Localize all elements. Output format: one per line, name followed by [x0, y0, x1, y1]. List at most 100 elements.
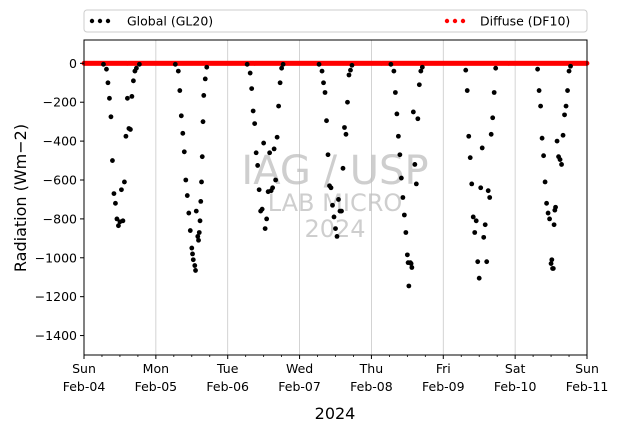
- global-point: [128, 127, 133, 132]
- global-point: [262, 226, 268, 232]
- global-point: [110, 158, 115, 163]
- y-tick-label: −200: [43, 95, 77, 110]
- global-point: [177, 88, 183, 93]
- global-point: [198, 198, 204, 204]
- global-point: [104, 66, 109, 72]
- global-point: [401, 212, 407, 218]
- global-point: [560, 132, 566, 138]
- global-point: [273, 177, 279, 183]
- global-point: [255, 163, 261, 168]
- global-point: [536, 88, 542, 93]
- global-point: [108, 114, 114, 120]
- x-tick-label-date: Feb-10: [494, 379, 537, 394]
- global-point: [199, 179, 204, 185]
- global-point: [473, 218, 479, 224]
- x-tick-label-date: Feb-07: [278, 379, 321, 394]
- x-tick-label-day: Tue: [216, 361, 239, 376]
- global-point: [322, 90, 328, 95]
- global-point: [119, 187, 124, 193]
- global-point: [557, 157, 563, 162]
- global-point: [482, 222, 488, 228]
- global-point: [541, 153, 546, 159]
- global-point: [202, 76, 208, 82]
- global-point: [469, 181, 475, 187]
- global-point: [475, 259, 481, 265]
- global-point: [464, 88, 470, 93]
- legend-entry-diffuse: Diffuse (DF10): [444, 14, 570, 29]
- global-point: [259, 206, 265, 212]
- global-point: [565, 88, 570, 93]
- legend-marker-global: [89, 18, 95, 24]
- global-point: [114, 216, 120, 222]
- global-point: [551, 222, 557, 228]
- global-point: [484, 259, 490, 265]
- global-point: [416, 82, 422, 88]
- global-point: [129, 93, 135, 99]
- global-point: [331, 214, 337, 220]
- global-point: [404, 252, 410, 258]
- global-point: [542, 179, 548, 185]
- global-point: [175, 68, 181, 74]
- global-point: [349, 62, 355, 68]
- global-point: [201, 93, 207, 98]
- global-point: [197, 218, 203, 224]
- global-point: [125, 95, 130, 101]
- global-point: [548, 261, 554, 267]
- global-point: [328, 185, 334, 191]
- legend-entry-global: Global (GL20): [89, 14, 213, 29]
- global-point: [491, 90, 497, 95]
- x-tick-label-date: Feb-05: [135, 379, 178, 394]
- global-point: [476, 275, 482, 281]
- legend-marker-global: [97, 18, 103, 24]
- global-point: [397, 152, 403, 158]
- global-point: [553, 204, 558, 210]
- global-point: [196, 230, 202, 235]
- global-point: [554, 138, 560, 144]
- global-point: [478, 185, 484, 191]
- global-point: [190, 257, 196, 263]
- global-point: [193, 268, 198, 273]
- global-point: [136, 61, 142, 67]
- global-point: [204, 64, 210, 70]
- y-axis: 0 −200 −400 −600 −800 −1000 −1200 −1400: [35, 56, 84, 343]
- global-point: [395, 133, 401, 139]
- global-point: [563, 103, 569, 109]
- global-point: [277, 80, 283, 86]
- x-tick-label-day: Sun: [72, 361, 96, 376]
- global-point: [333, 226, 338, 232]
- global-point: [256, 187, 262, 193]
- global-point: [487, 195, 493, 200]
- global-point: [192, 263, 198, 268]
- global-point: [339, 208, 344, 214]
- x-tick-label-day: Fri: [436, 361, 451, 376]
- global-point: [342, 125, 347, 130]
- global-point: [261, 140, 267, 146]
- global-point: [550, 266, 556, 271]
- global-point: [545, 210, 551, 216]
- global-point: [549, 257, 555, 263]
- global-point: [195, 233, 201, 239]
- global-point: [336, 197, 341, 202]
- global-point: [559, 162, 564, 167]
- x-tick-label-date: Feb-09: [422, 379, 465, 394]
- legend-marker-diffuse: [452, 18, 458, 24]
- global-point: [181, 149, 187, 155]
- global-point: [120, 218, 126, 224]
- x-tick-label-date: Feb-06: [206, 379, 249, 394]
- global-point: [490, 115, 496, 121]
- global-point: [388, 61, 394, 67]
- global-point: [324, 118, 329, 124]
- global-point: [186, 210, 192, 216]
- x-tick-label-date: Feb-08: [350, 379, 393, 394]
- y-tick-label: −1400: [35, 328, 77, 343]
- global-point: [276, 103, 282, 109]
- global-point: [463, 67, 469, 73]
- global-point: [485, 188, 491, 194]
- global-point: [535, 66, 540, 72]
- global-point: [122, 179, 127, 185]
- global-point: [279, 65, 285, 71]
- global-point: [271, 146, 277, 152]
- global-point: [193, 208, 199, 214]
- global-point: [200, 119, 206, 125]
- global-point: [183, 177, 189, 183]
